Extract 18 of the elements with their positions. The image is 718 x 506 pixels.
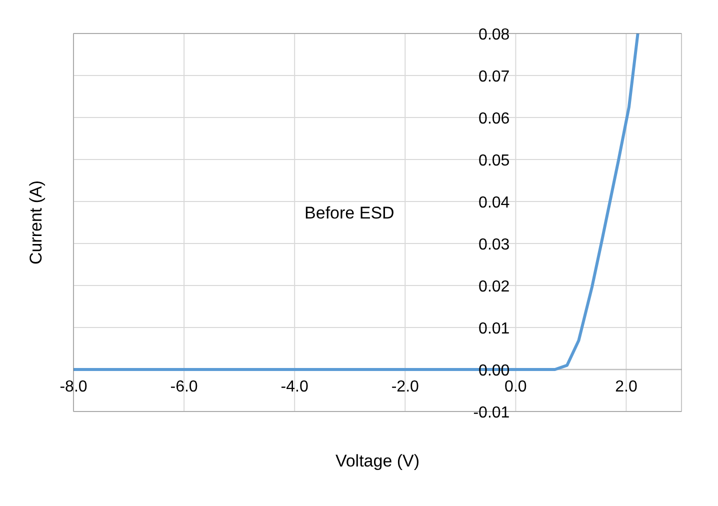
- x-tick-label: -6.0: [170, 378, 198, 396]
- y-tick-label: 0.03: [478, 236, 510, 254]
- x-tick-label: -4.0: [280, 378, 308, 396]
- y-tick-label: 0.02: [478, 278, 510, 296]
- x-tick-label: 0.0: [504, 378, 527, 396]
- annotation: Before ESD: [304, 204, 394, 222]
- y-tick-label: -0.01: [473, 404, 510, 422]
- y-tick-label: 0.04: [478, 194, 510, 212]
- y-tick-label: 0.05: [478, 152, 510, 170]
- y-tick-label: 0.07: [478, 68, 510, 86]
- x-tick-label: 2.0: [615, 378, 638, 396]
- x-tick-label: -8.0: [60, 378, 88, 396]
- x-axis-title: Voltage (V): [335, 452, 420, 470]
- y-tick-label: 0.01: [478, 320, 510, 338]
- x-tick-label: -2.0: [391, 378, 420, 396]
- y-tick-label: 0.06: [478, 110, 510, 128]
- y-axis-title: Current (A): [26, 180, 46, 265]
- y-tick-label: 0.08: [478, 26, 510, 44]
